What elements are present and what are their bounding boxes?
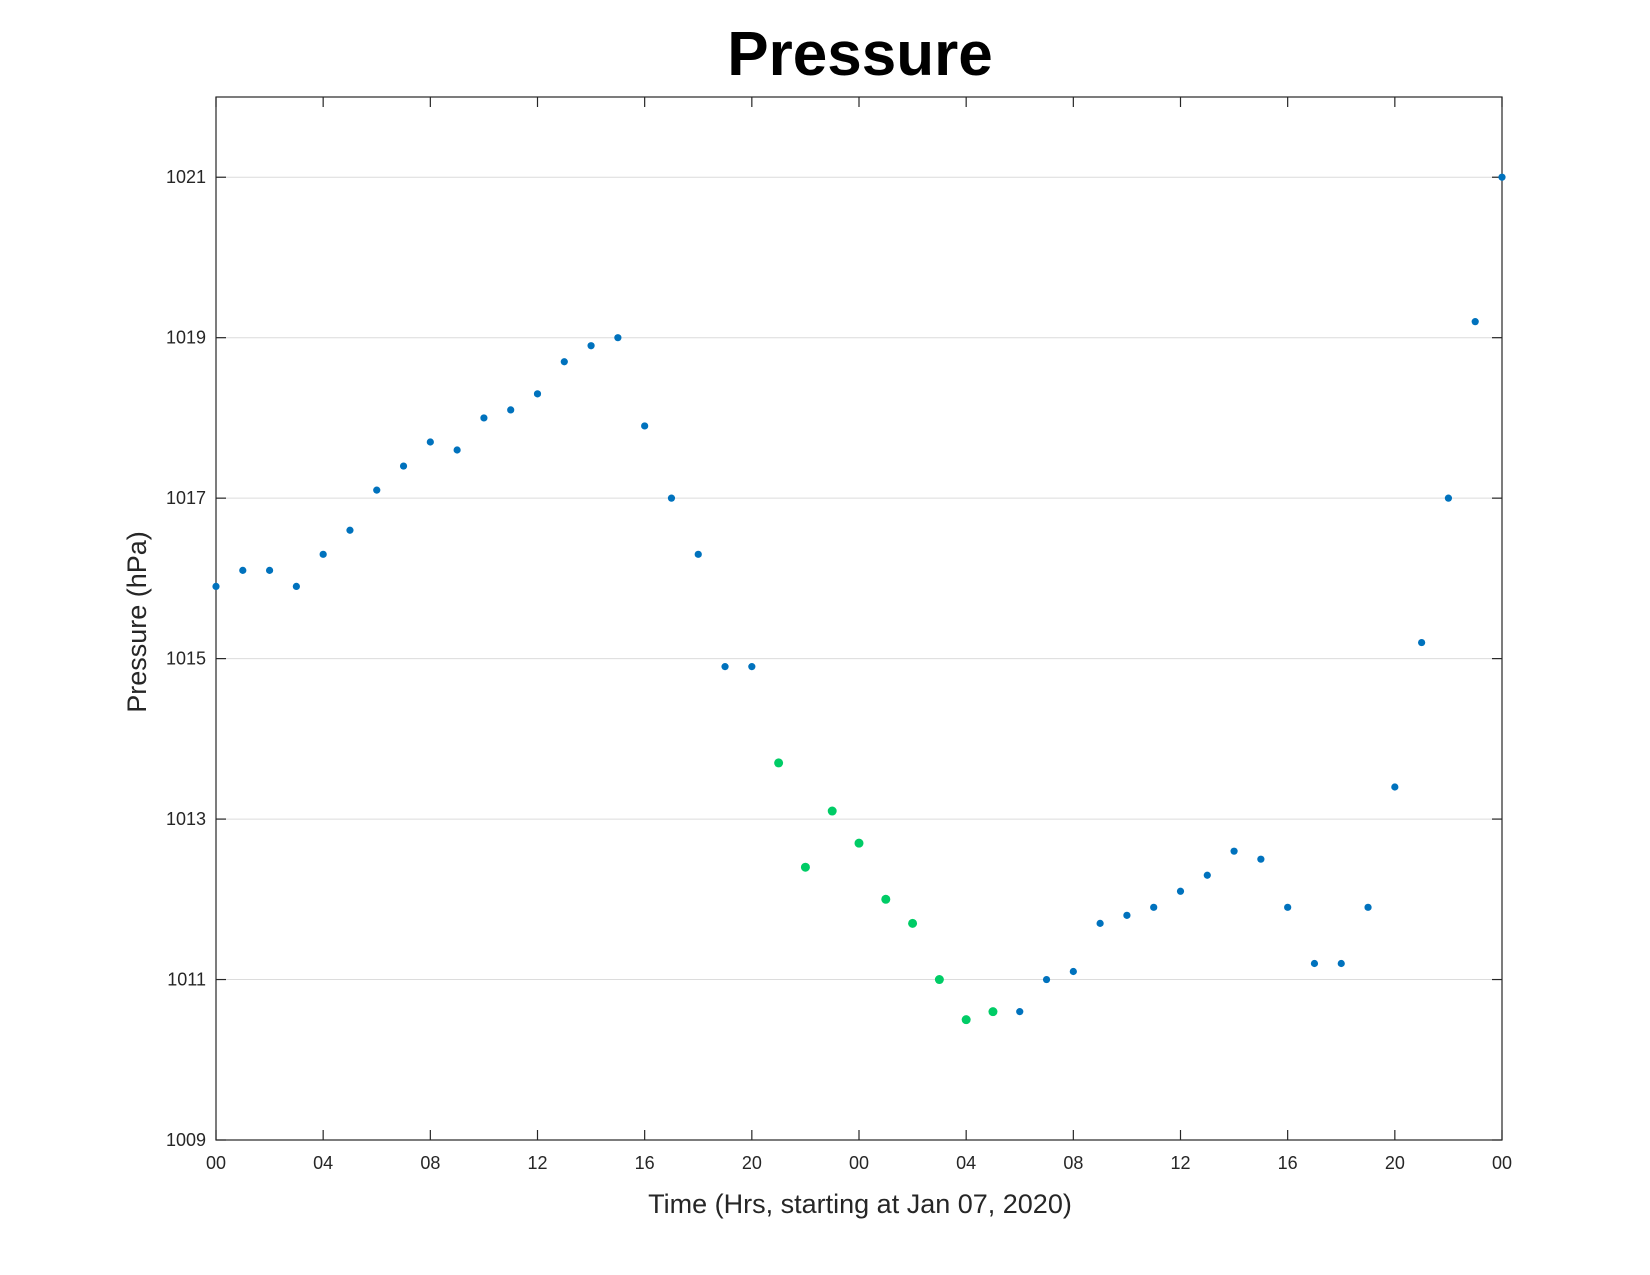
data-point [827, 806, 837, 816]
data-point [1471, 318, 1479, 326]
y-tick-label: 1011 [167, 970, 206, 990]
y-tick-label: 1019 [166, 328, 206, 348]
data-point [800, 862, 810, 872]
y-axis-label: Pressure (hPa) [122, 531, 152, 713]
x-tick-label: 12 [1170, 1153, 1190, 1173]
data-point [694, 550, 702, 558]
data-point [1498, 173, 1506, 181]
data-point [560, 358, 568, 366]
data-point [1257, 855, 1265, 863]
data-point [1337, 959, 1345, 968]
data-point [1096, 919, 1104, 927]
data-point [774, 758, 784, 768]
data-point [399, 462, 408, 470]
plot-area-frame [215, 96, 1503, 1141]
x-tick-label: 04 [956, 1153, 976, 1173]
x-tick-label: 00 [206, 1153, 226, 1173]
x-tick-label: 20 [742, 1153, 762, 1173]
data-point [426, 438, 434, 446]
data-point [1418, 638, 1426, 647]
y-tick-label: 1017 [166, 488, 206, 508]
y-tick-label: 1015 [166, 649, 206, 669]
axis-ticks: 1009 1011 1013 1015 1017 1019 1021 00 04 08 12 16 20… [166, 97, 1512, 1173]
data-point [1444, 494, 1453, 502]
data-point [1364, 903, 1372, 911]
data-point [614, 334, 622, 342]
data-point [373, 486, 381, 494]
data-point [346, 526, 354, 534]
grid-lines [216, 176, 1502, 981]
y-tick-label: 1013 [166, 809, 206, 829]
x-tick-label: 20 [1385, 1153, 1405, 1173]
data-point [1284, 903, 1292, 911]
data-point [533, 390, 542, 398]
data-point [1230, 847, 1238, 855]
data-point [988, 1007, 998, 1017]
data-point [961, 1015, 971, 1025]
data-point [1123, 911, 1131, 919]
data-point [1203, 871, 1211, 879]
x-axis-label: Time (Hrs, starting at Jan 07, 2020) [648, 1189, 1072, 1219]
x-tick-label: 00 [1492, 1153, 1512, 1173]
x-tick-label: 12 [527, 1153, 547, 1173]
data-point [1150, 903, 1158, 911]
data-point [480, 414, 488, 422]
data-point [1016, 1008, 1024, 1016]
data-point [239, 566, 247, 574]
data-points [212, 173, 1506, 1025]
x-tick-label: 16 [1278, 1153, 1298, 1173]
y-tick-label: 1009 [166, 1130, 206, 1150]
data-point [507, 406, 515, 414]
x-tick-label: 00 [849, 1153, 869, 1173]
data-point [881, 894, 891, 904]
y-tick-label: 1021 [166, 167, 206, 187]
data-point [748, 663, 756, 671]
data-point [1310, 959, 1319, 968]
data-point [265, 566, 274, 574]
data-point [292, 582, 300, 591]
data-point [934, 975, 944, 985]
x-tick-label: 08 [1063, 1153, 1083, 1173]
data-point [1069, 967, 1077, 976]
data-point [667, 494, 676, 502]
data-point [1391, 783, 1399, 791]
data-point [212, 582, 220, 591]
data-point [854, 838, 864, 848]
data-point [908, 918, 918, 928]
data-point [319, 550, 327, 558]
x-tick-label: 08 [420, 1153, 440, 1173]
x-tick-label: 04 [313, 1153, 333, 1173]
chart-title: Pressure [727, 20, 992, 89]
x-tick-label: 16 [635, 1153, 655, 1173]
data-point [641, 422, 649, 430]
data-point [587, 342, 595, 350]
data-point [1042, 975, 1051, 984]
data-point [453, 446, 461, 454]
data-point [1176, 887, 1185, 895]
data-point [721, 663, 729, 671]
